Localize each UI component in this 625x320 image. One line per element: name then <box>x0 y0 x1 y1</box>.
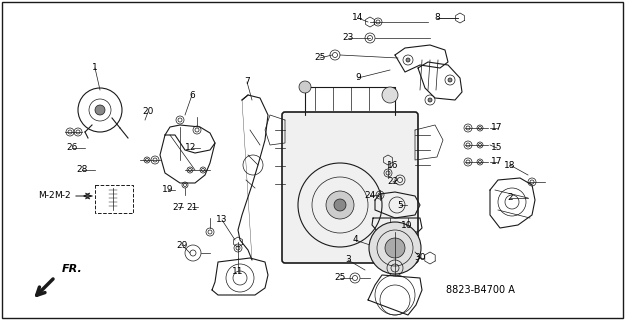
Text: 3: 3 <box>345 255 351 265</box>
Text: 22: 22 <box>388 178 399 187</box>
Text: 18: 18 <box>504 161 516 170</box>
Text: 19: 19 <box>162 186 174 195</box>
Text: M-2: M-2 <box>54 190 70 199</box>
Text: 9: 9 <box>355 74 361 83</box>
Text: FR.: FR. <box>62 264 82 274</box>
Text: M-2: M-2 <box>38 191 55 201</box>
Text: 15: 15 <box>491 143 502 153</box>
Text: 14: 14 <box>352 13 364 22</box>
Circle shape <box>448 78 452 82</box>
Circle shape <box>95 105 105 115</box>
Text: 24: 24 <box>364 190 376 199</box>
Text: 25: 25 <box>314 53 326 62</box>
Text: 7: 7 <box>244 77 250 86</box>
Text: 23: 23 <box>342 34 354 43</box>
Text: 6: 6 <box>189 91 195 100</box>
Text: 26: 26 <box>66 143 78 153</box>
Circle shape <box>299 81 311 93</box>
Text: 13: 13 <box>216 215 227 225</box>
Text: 27: 27 <box>173 203 184 212</box>
Text: 12: 12 <box>186 143 197 153</box>
Text: 8823-B4700 A: 8823-B4700 A <box>446 285 514 295</box>
Circle shape <box>334 199 346 211</box>
Circle shape <box>428 98 432 102</box>
Text: 8: 8 <box>434 13 440 22</box>
Circle shape <box>385 238 405 258</box>
Text: 16: 16 <box>388 161 399 170</box>
Circle shape <box>369 222 421 274</box>
FancyBboxPatch shape <box>282 112 418 263</box>
Text: 17: 17 <box>491 124 502 132</box>
Circle shape <box>406 58 410 62</box>
Text: 28: 28 <box>76 165 88 174</box>
Text: 30: 30 <box>414 253 426 262</box>
Circle shape <box>326 191 354 219</box>
Bar <box>95 185 133 213</box>
Text: 20: 20 <box>142 108 154 116</box>
Text: 29: 29 <box>176 241 187 250</box>
Text: 25: 25 <box>334 274 346 283</box>
Text: 5: 5 <box>397 201 403 210</box>
Text: 21: 21 <box>186 203 198 212</box>
Circle shape <box>382 87 398 103</box>
Text: 10: 10 <box>401 220 412 229</box>
Text: 4: 4 <box>352 236 357 244</box>
Text: 11: 11 <box>232 268 244 276</box>
Text: 1: 1 <box>92 63 98 73</box>
Text: 17: 17 <box>491 157 502 166</box>
Text: 2: 2 <box>508 194 512 203</box>
